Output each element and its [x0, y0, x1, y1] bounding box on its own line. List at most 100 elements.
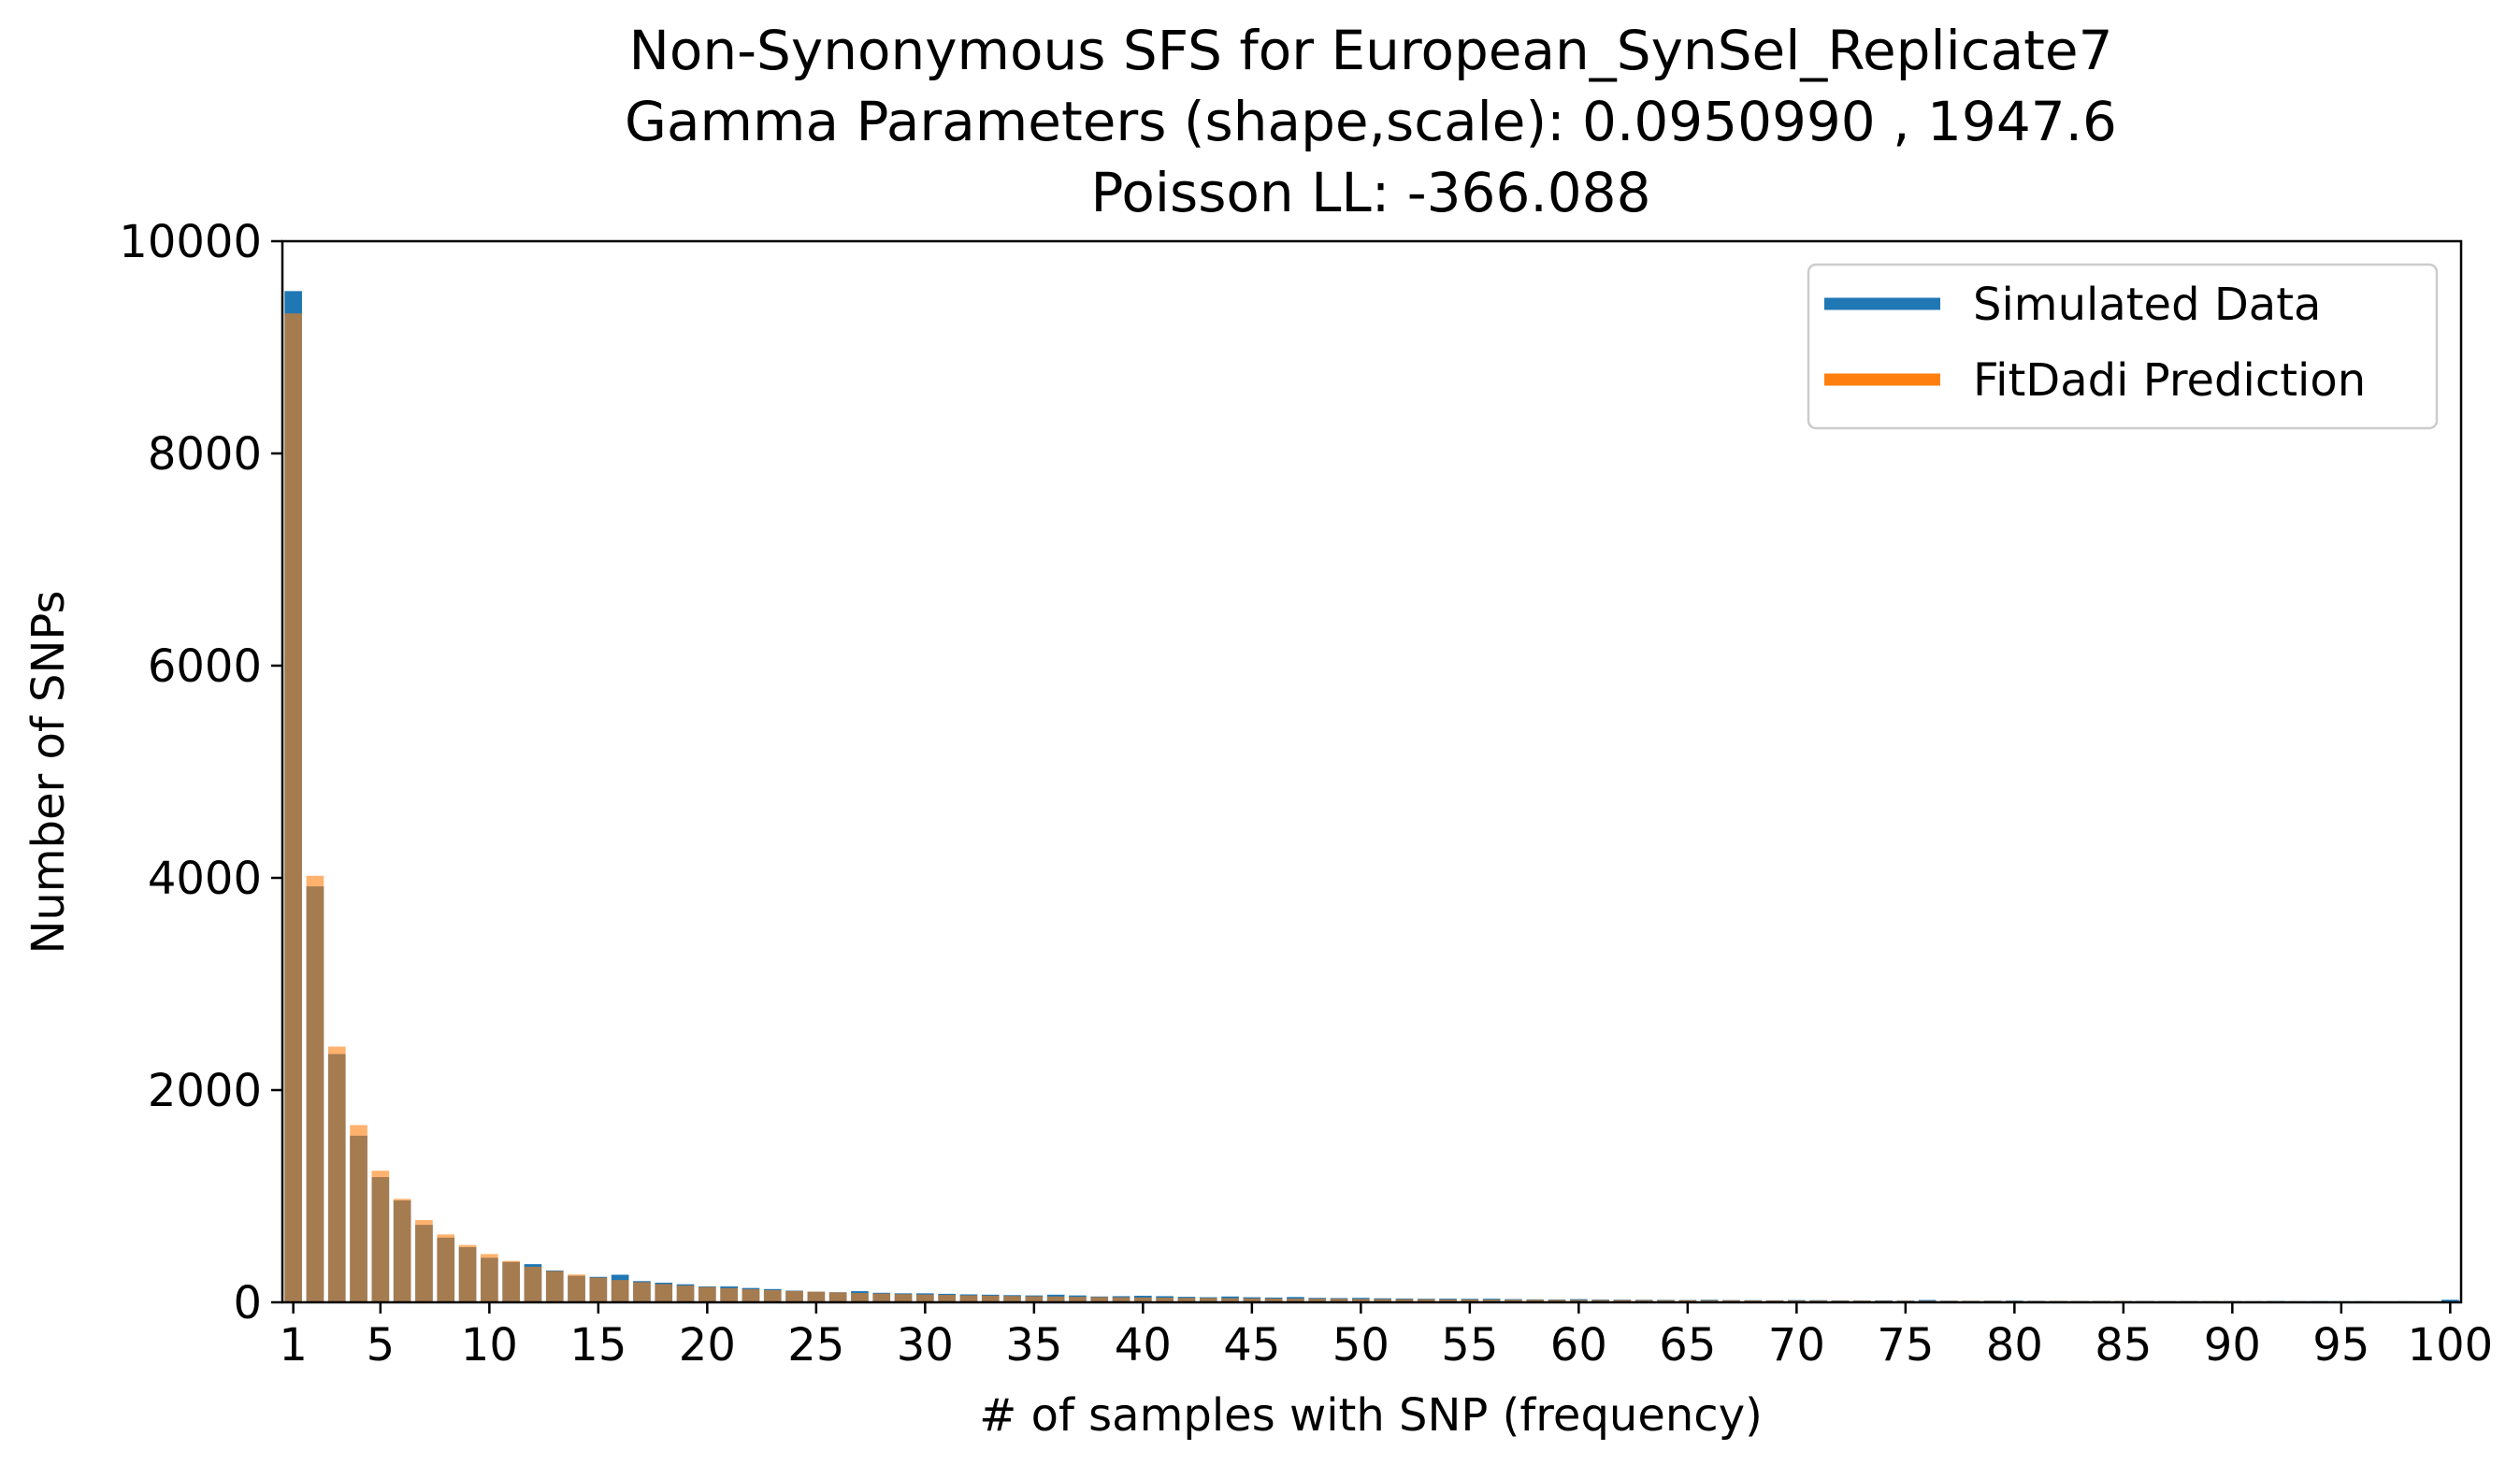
- chart-title-line-2: Gamma Parameters (shape,scale): 0.095099…: [625, 90, 2117, 153]
- x-tick-label-95: 95: [2312, 1319, 2369, 1372]
- bar-fitdadi-prediction-42: [1177, 1298, 1196, 1302]
- bar-fitdadi-prediction-11: [502, 1260, 520, 1302]
- chart-title-line-1: Non-Synonymous SFS for European_SynSel_R…: [629, 19, 2113, 82]
- x-tick-label-35: 35: [1005, 1319, 1062, 1372]
- legend-label-fitdadi-prediction: FitDadi Prediction: [1973, 354, 2366, 407]
- bar-fitdadi-prediction-25: [807, 1291, 826, 1302]
- x-tick-label-80: 80: [1986, 1319, 2043, 1372]
- y-axis-label: Number of SNPs: [22, 590, 75, 954]
- bar-fitdadi-prediction-4: [350, 1125, 367, 1302]
- x-tick-label-45: 45: [1223, 1319, 1280, 1372]
- bar-fitdadi-prediction-1: [284, 313, 302, 1303]
- bar-fitdadi-prediction-39: [1112, 1297, 1130, 1302]
- bar-fitdadi-prediction-18: [655, 1284, 673, 1302]
- y-tick-label-8000: 8000: [148, 428, 262, 481]
- bar-fitdadi-prediction-47: [1287, 1299, 1304, 1302]
- bar-fitdadi-prediction-44: [1221, 1298, 1239, 1302]
- bar-fitdadi-prediction-23: [763, 1289, 782, 1302]
- bar-fitdadi-prediction-21: [720, 1287, 738, 1302]
- bar-fitdadi-prediction-33: [981, 1295, 1000, 1302]
- bar-fitdadi-prediction-29: [894, 1294, 913, 1302]
- bar-fitdadi-prediction-30: [916, 1294, 934, 1302]
- bar-fitdadi-prediction-6: [393, 1199, 411, 1302]
- x-tick-label-20: 20: [679, 1319, 736, 1372]
- x-tick-label-60: 60: [1550, 1319, 1607, 1372]
- x-axis-label: # of samples with SNP (frequency): [979, 1389, 1763, 1442]
- bar-fitdadi-prediction-7: [415, 1220, 433, 1302]
- bar-fitdadi-prediction-20: [698, 1286, 716, 1302]
- bar-fitdadi-prediction-52: [1395, 1299, 1414, 1302]
- bar-fitdadi-prediction-43: [1199, 1298, 1217, 1302]
- bar-fitdadi-prediction-51: [1374, 1299, 1391, 1302]
- bars-simulated-data: [284, 291, 2459, 1303]
- x-tick-label-100: 100: [2408, 1319, 2494, 1372]
- bar-fitdadi-prediction-38: [1090, 1297, 1109, 1302]
- plot-frame: [281, 239, 2463, 1304]
- bar-fitdadi-prediction-32: [959, 1295, 978, 1302]
- bar-fitdadi-prediction-27: [851, 1293, 869, 1302]
- bar-fitdadi-prediction-3: [327, 1046, 346, 1302]
- legend-box: [1807, 263, 2439, 430]
- bar-fitdadi-prediction-14: [568, 1274, 585, 1302]
- bar-simulated-data-100: [2441, 1300, 2459, 1302]
- bar-fitdadi-prediction-58: [1526, 1300, 1545, 1302]
- bar-fitdadi-prediction-15: [589, 1277, 608, 1302]
- bar-fitdadi-prediction-13: [545, 1271, 564, 1302]
- bar-fitdadi-prediction-12: [524, 1266, 542, 1302]
- bar-fitdadi-prediction-50: [1352, 1299, 1370, 1302]
- x-tick-label-30: 30: [897, 1319, 954, 1372]
- x-tick-label-50: 50: [1332, 1319, 1390, 1372]
- bar-fitdadi-prediction-37: [1069, 1297, 1087, 1302]
- bar-fitdadi-prediction-28: [872, 1293, 891, 1302]
- x-tick-label-90: 90: [2204, 1319, 2261, 1372]
- bar-fitdadi-prediction-40: [1134, 1297, 1152, 1302]
- legend: Simulated Data FitDadi Prediction: [1807, 263, 2439, 430]
- bar-fitdadi-prediction-41: [1156, 1298, 1174, 1302]
- y-tick-label-2000: 2000: [148, 1065, 262, 1117]
- bar-fitdadi-prediction-60: [1570, 1300, 1588, 1302]
- y-tick-label-10000: 10000: [119, 216, 262, 268]
- bars-fitdadi-prediction: [284, 313, 2459, 1303]
- bar-fitdadi-prediction-8: [437, 1234, 455, 1302]
- bar-fitdadi-prediction-19: [676, 1285, 695, 1302]
- bar-fitdadi-prediction-2: [306, 875, 324, 1302]
- x-tick-label-1: 1: [279, 1319, 308, 1372]
- bar-fitdadi-prediction-55: [1461, 1299, 1479, 1302]
- bar-fitdadi-prediction-45: [1243, 1298, 1261, 1302]
- bar-fitdadi-prediction-24: [785, 1290, 803, 1302]
- bar-fitdadi-prediction-26: [828, 1292, 847, 1302]
- bar-fitdadi-prediction-22: [742, 1288, 760, 1302]
- bar-fitdadi-prediction-49: [1330, 1299, 1348, 1302]
- bar-fitdadi-prediction-46: [1264, 1298, 1283, 1302]
- bar-fitdadi-prediction-17: [633, 1282, 651, 1302]
- bar-fitdadi-prediction-16: [611, 1280, 629, 1302]
- bar-fitdadi-prediction-59: [1548, 1300, 1566, 1302]
- bar-fitdadi-prediction-54: [1439, 1299, 1457, 1302]
- x-axis: 1 5 10 15 20 25 30 35 40 45 50 55 60 65 70 75 80 85 90 95 10…: [279, 1302, 2493, 1372]
- bar-fitdadi-prediction-56: [1482, 1300, 1501, 1302]
- x-tick-label-55: 55: [1441, 1319, 1498, 1372]
- x-tick-label-85: 85: [2095, 1319, 2152, 1372]
- x-tick-label-70: 70: [1768, 1319, 1825, 1372]
- y-tick-label-4000: 4000: [148, 853, 262, 905]
- x-tick-label-25: 25: [787, 1319, 844, 1372]
- bar-fitdadi-prediction-10: [481, 1254, 498, 1302]
- bar-fitdadi-prediction-48: [1308, 1299, 1327, 1302]
- x-tick-label-40: 40: [1115, 1319, 1172, 1372]
- x-tick-label-75: 75: [1877, 1319, 1934, 1372]
- y-tick-label-0: 0: [233, 1277, 262, 1329]
- chart-title-line-3: Poisson LL: -366.088: [1090, 161, 1650, 224]
- x-tick-label-10: 10: [461, 1319, 518, 1372]
- x-tick-label-5: 5: [367, 1319, 396, 1372]
- legend-label-simulated-data: Simulated Data: [1973, 279, 2321, 331]
- bar-fitdadi-prediction-5: [371, 1171, 390, 1302]
- y-tick-label-6000: 6000: [148, 640, 262, 693]
- bar-fitdadi-prediction-57: [1505, 1300, 1522, 1302]
- bar-fitdadi-prediction-31: [938, 1295, 956, 1302]
- bar-fitdadi-prediction-53: [1417, 1299, 1435, 1302]
- bar-fitdadi-prediction-36: [1046, 1296, 1065, 1302]
- x-tick-label-15: 15: [569, 1319, 626, 1372]
- y-axis: 0 2000 4000 6000 8000 10000: [119, 216, 282, 1329]
